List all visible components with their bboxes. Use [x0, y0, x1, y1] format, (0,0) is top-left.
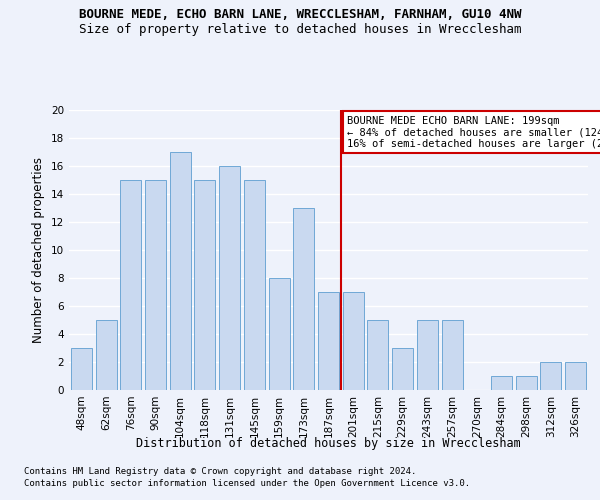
- Bar: [95, 320, 116, 390]
- Text: BOURNE MEDE, ECHO BARN LANE, WRECCLESHAM, FARNHAM, GU10 4NW: BOURNE MEDE, ECHO BARN LANE, WRECCLESHAM…: [79, 8, 521, 20]
- Bar: [219, 166, 240, 390]
- Text: Distribution of detached houses by size in Wrecclesham: Distribution of detached houses by size …: [136, 438, 521, 450]
- Bar: [343, 292, 364, 390]
- Bar: [442, 320, 463, 390]
- Text: Size of property relative to detached houses in Wrecclesham: Size of property relative to detached ho…: [79, 22, 521, 36]
- Bar: [145, 180, 166, 390]
- Bar: [541, 362, 562, 390]
- Bar: [417, 320, 438, 390]
- Bar: [194, 180, 215, 390]
- Text: Contains HM Land Registry data © Crown copyright and database right 2024.: Contains HM Land Registry data © Crown c…: [24, 468, 416, 476]
- Y-axis label: Number of detached properties: Number of detached properties: [32, 157, 46, 343]
- Text: BOURNE MEDE ECHO BARN LANE: 199sqm
← 84% of detached houses are smaller (124)
16: BOURNE MEDE ECHO BARN LANE: 199sqm ← 84%…: [347, 116, 600, 149]
- Bar: [71, 348, 92, 390]
- Bar: [491, 376, 512, 390]
- Bar: [120, 180, 141, 390]
- Bar: [392, 348, 413, 390]
- Text: Contains public sector information licensed under the Open Government Licence v3: Contains public sector information licen…: [24, 479, 470, 488]
- Bar: [269, 278, 290, 390]
- Bar: [170, 152, 191, 390]
- Bar: [318, 292, 339, 390]
- Bar: [565, 362, 586, 390]
- Bar: [367, 320, 388, 390]
- Bar: [293, 208, 314, 390]
- Bar: [516, 376, 537, 390]
- Bar: [244, 180, 265, 390]
